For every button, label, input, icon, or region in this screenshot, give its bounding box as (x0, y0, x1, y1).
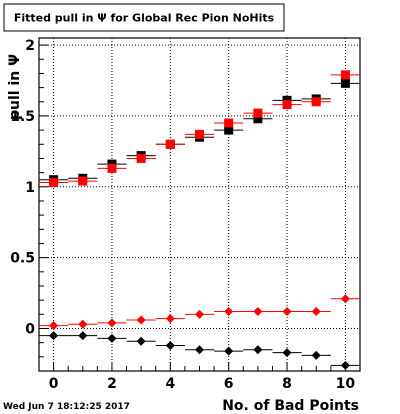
data-point-diamond (136, 336, 146, 346)
data-point-square (224, 125, 234, 135)
x-tick-label: 4 (165, 376, 175, 392)
data-point-square (340, 70, 350, 80)
series-layer (39, 70, 360, 370)
data-point-diamond (282, 348, 292, 358)
x-tick-label: 0 (49, 376, 59, 392)
data-point-square (165, 139, 175, 149)
chart-title: Fitted pull in Ψ for Global Rec Pion NoH… (14, 12, 275, 25)
grid-layer (39, 38, 360, 371)
title-box (3, 3, 285, 32)
y-axis-label: pull in Ψ (7, 54, 23, 120)
data-point-diamond (136, 315, 146, 325)
timestamp-label: Wed Jun 7 18:12:25 2017 (3, 402, 130, 412)
y-tick-label: 1.5 (10, 109, 35, 125)
data-point-diamond (340, 294, 350, 304)
series-1 (39, 70, 360, 188)
data-point-diamond (195, 345, 204, 355)
data-point-square (340, 78, 350, 88)
x-axis-label: No. of Bad Points (222, 398, 359, 414)
axes-layer: 0 2 4 6 8 10 0 0.5 1 1.5 2 (10, 38, 361, 392)
data-point-diamond (340, 360, 350, 370)
data-point-diamond (311, 350, 321, 360)
y-tick-label: 2 (25, 38, 35, 54)
data-point-square (224, 118, 234, 128)
data-point-diamond (253, 345, 263, 355)
data-point-square (107, 163, 117, 173)
y-tick-label: 0 (25, 321, 35, 337)
series-2 (39, 294, 360, 331)
data-point-diamond (195, 309, 204, 319)
y-tick-label: 1 (25, 180, 35, 196)
data-point-diamond (165, 340, 175, 350)
data-point-square (253, 108, 263, 118)
data-point-diamond (282, 306, 292, 316)
x-tick-label: 2 (107, 376, 117, 392)
x-tick-label: 10 (336, 376, 356, 392)
data-point-diamond (224, 306, 234, 316)
data-point-diamond (165, 314, 175, 324)
series-3 (39, 331, 360, 370)
data-point-diamond (78, 331, 88, 341)
data-point-square (78, 176, 88, 186)
plot-frame (38, 37, 361, 372)
data-point-diamond (49, 331, 59, 341)
data-point-diamond (311, 306, 321, 316)
data-point-diamond (107, 318, 117, 328)
x-tick-label: 6 (224, 376, 234, 392)
data-point-square (253, 114, 263, 124)
data-point-diamond (253, 306, 263, 316)
data-point-square (49, 178, 59, 188)
x-tick-label: 8 (282, 376, 292, 392)
y-tick-label: 0.5 (10, 251, 35, 267)
data-point-diamond (49, 321, 59, 331)
data-point-square (136, 153, 146, 163)
data-point-square (282, 100, 292, 110)
data-point-diamond (107, 333, 117, 343)
data-point-diamond (78, 319, 88, 329)
data-point-square (195, 129, 204, 139)
data-point-diamond (224, 346, 234, 356)
data-point-square (311, 97, 321, 107)
